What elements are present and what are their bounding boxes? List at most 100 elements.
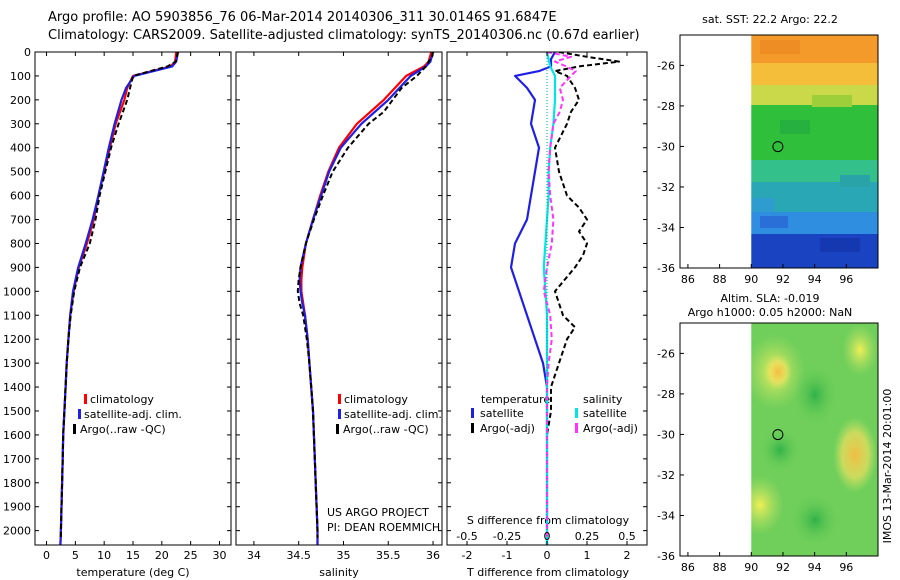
sla_map-axes-frame bbox=[679, 322, 879, 557]
difference-xtick-label: 2 bbox=[624, 549, 631, 562]
legend-swatch-t-argo bbox=[471, 423, 474, 433]
timestamp-label: IMOS 13-Mar-2014 20:01:00 bbox=[881, 389, 894, 544]
sst_map-ytick-label: -30 bbox=[657, 140, 675, 153]
legend-header-temperature: temperature bbox=[481, 393, 550, 406]
difference-s-tick-label: 0.25 bbox=[575, 530, 600, 543]
depth-tick-label: 1600 bbox=[3, 429, 31, 442]
temperature-panel: climatology satellite-adj. clim. Argo(..… bbox=[73, 393, 190, 579]
temperature-xtick-label: 10 bbox=[97, 549, 111, 562]
temperature-xtick-label: 30 bbox=[212, 549, 226, 562]
sla_map-xtick-label: 96 bbox=[839, 561, 853, 574]
sla_map-ytick-label: -26 bbox=[657, 347, 675, 360]
salinity-line-satellite-adj-clim- bbox=[298, 52, 435, 545]
sst-map-title: sat. SST: 22.2 Argo: 22.2 bbox=[702, 13, 838, 26]
depth-tick-label: 400 bbox=[10, 142, 31, 155]
depth-tick-label: 1300 bbox=[3, 357, 31, 370]
s-difference-label: S difference from climatology bbox=[467, 514, 630, 527]
temperature-xlabel: temperature (deg C) bbox=[76, 566, 189, 579]
legend-swatch-climatology bbox=[84, 394, 87, 404]
sla_map-xtick-label: 88 bbox=[713, 561, 727, 574]
temperature-xtick-label: 15 bbox=[126, 549, 140, 562]
legend-label-s-argo: Argo(-adj) bbox=[583, 422, 638, 435]
difference-line-s-satellite bbox=[542, 52, 557, 545]
sla-argo-marker bbox=[772, 429, 784, 441]
depth-tick-label: 1400 bbox=[3, 381, 31, 394]
sla_map-ytick-label: -34 bbox=[657, 509, 675, 522]
sla_map-xtick-label: 86 bbox=[681, 561, 695, 574]
depth-tick-label: 1500 bbox=[3, 405, 31, 418]
sst_map-ytick-label: -28 bbox=[657, 100, 675, 113]
legend-swatch-s-satellite bbox=[575, 408, 578, 418]
sla-blob-green bbox=[760, 428, 800, 472]
difference-xtick-label: -2 bbox=[462, 549, 473, 562]
depth-tick-label: 100 bbox=[10, 70, 31, 83]
salinity-line-argo-raw-qc- bbox=[296, 52, 434, 538]
sst-map-panel: sat. SST: 22.2 Argo: 22.2 bbox=[702, 13, 878, 268]
sla_map-xtick-label: 94 bbox=[808, 561, 822, 574]
difference-series-group bbox=[509, 52, 620, 545]
depth-tick-label: 300 bbox=[10, 118, 31, 131]
difference-line-t-satellite bbox=[509, 52, 556, 545]
sst_map-ytick-label: -32 bbox=[657, 181, 675, 194]
sst-patch bbox=[760, 40, 800, 54]
sla_map-ytick-label: -36 bbox=[657, 550, 675, 563]
sla_map-no-data-area bbox=[680, 323, 752, 556]
legend-label-satellite: satellite-adj. clim. bbox=[344, 408, 442, 421]
legend-label-s-satellite: satellite bbox=[583, 407, 627, 420]
legend-swatch-satellite bbox=[78, 409, 81, 419]
temperature-line-satellite-adj-clim- bbox=[59, 52, 180, 545]
sst-patch bbox=[812, 95, 852, 107]
difference-xtick-label: 0 bbox=[544, 549, 551, 562]
salinity-xtick-label: 34 bbox=[247, 549, 261, 562]
legend-label-argo: Argo(..raw -QC) bbox=[80, 423, 166, 436]
difference-s-tick-label: 0.5 bbox=[618, 530, 636, 543]
project-label: US ARGO PROJECT bbox=[327, 506, 429, 519]
sst-patch bbox=[750, 198, 774, 212]
salinity-xlabel: salinity bbox=[319, 566, 359, 579]
sla-image bbox=[736, 323, 878, 556]
t-difference-label: T difference from climatology bbox=[466, 566, 629, 579]
difference-s-tick-label: 0 bbox=[544, 530, 551, 543]
legend-swatch-t-satellite bbox=[471, 408, 474, 418]
sst_map-xtick-label: 88 bbox=[713, 273, 727, 286]
temperature-xtick-label: 25 bbox=[184, 549, 198, 562]
title-line-2: Climatology: CARS2009. Satellite-adjuste… bbox=[48, 28, 640, 43]
sst_map-xtick-label: 96 bbox=[839, 273, 853, 286]
depth-tick-label: 1900 bbox=[3, 501, 31, 514]
depth-tick-label: 700 bbox=[10, 214, 31, 227]
legend-swatch-argo bbox=[73, 424, 76, 434]
sla-blob-orange bbox=[764, 354, 792, 390]
pi-label: PI: DEAN ROEMMICH bbox=[327, 521, 440, 534]
sla_map-xtick-label: 92 bbox=[776, 561, 790, 574]
depth-tick-label: 1800 bbox=[3, 477, 31, 490]
legend-label-t-satellite: satellite bbox=[480, 407, 524, 420]
temperature-line-argo-raw-qc- bbox=[59, 52, 179, 538]
difference-legend: temperature salinity satellite Argo(-adj… bbox=[471, 393, 638, 435]
sst-patch bbox=[840, 175, 870, 187]
salinity-legend: climatology satellite-adj. clim. Argo(..… bbox=[336, 393, 442, 436]
sst-argo-marker bbox=[772, 141, 784, 153]
sst-image bbox=[749, 35, 878, 268]
depth-tick-label: 200 bbox=[10, 94, 31, 107]
sla_map-ytick-label: -28 bbox=[657, 388, 675, 401]
temperature-legend: climatology satellite-adj. clim. Argo(..… bbox=[73, 393, 182, 436]
sla_map-xtick-label: 90 bbox=[744, 561, 758, 574]
sst_map-xtick-label: 92 bbox=[776, 273, 790, 286]
temperature-xtick-label: 5 bbox=[72, 549, 79, 562]
salinity-axes-frame bbox=[235, 51, 443, 546]
sla-blob-orange bbox=[833, 417, 877, 493]
sst_map-xtick-label: 90 bbox=[744, 273, 758, 286]
salinity-xtick-label: 34.5 bbox=[286, 549, 311, 562]
depth-tick-label: 1200 bbox=[3, 333, 31, 346]
legend-swatch-s-argo bbox=[575, 423, 578, 433]
depth-tick-label: 500 bbox=[10, 166, 31, 179]
depth-tick-label: 1000 bbox=[3, 285, 31, 298]
sla_map-ytick-label: -30 bbox=[657, 428, 675, 441]
legend-label-satellite: satellite-adj. clim. bbox=[84, 408, 182, 421]
sst_map-ytick-label: -34 bbox=[657, 221, 675, 234]
difference-s-tick-label: -0.25 bbox=[493, 530, 521, 543]
temperature-series-group bbox=[59, 52, 180, 545]
salinity-series-group bbox=[296, 52, 435, 545]
sla_map-ytick-label: -32 bbox=[657, 469, 675, 482]
